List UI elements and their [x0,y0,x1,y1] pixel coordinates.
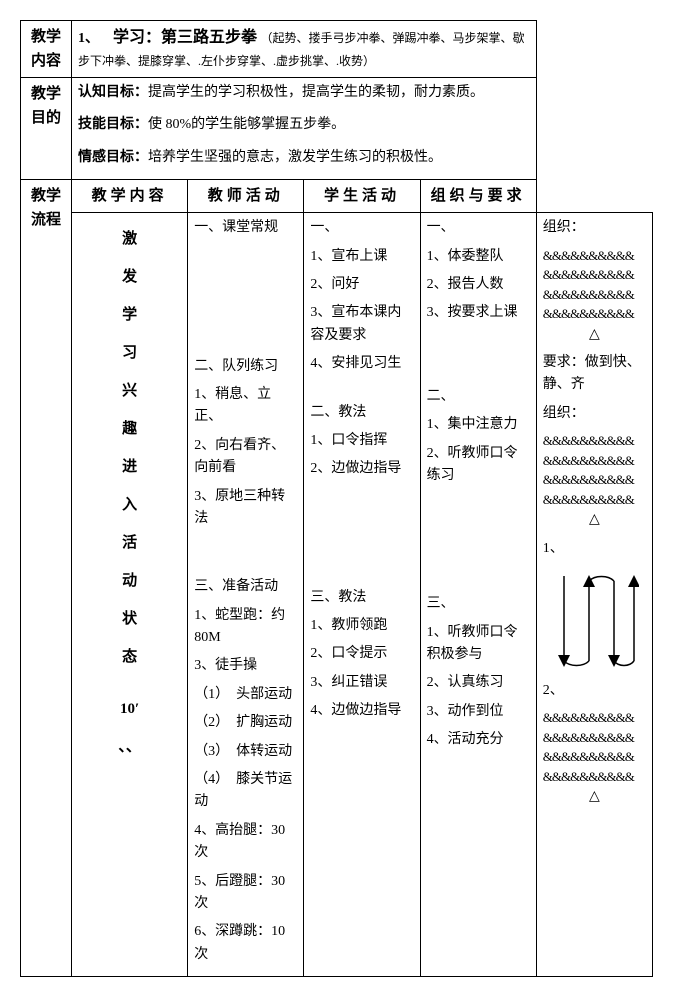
t-s3-title: 三、教法 [310,587,413,609]
s-s1-2: 2、报告人数 [427,274,530,296]
c-s3-title: 三、准备活动 [194,576,297,598]
t-s3-1: 1、教师领跑 [310,615,413,637]
c-s3-b: （2） 扩胸运动 [194,712,297,734]
c-s3-d: （4） 膝关节运动 [194,769,297,814]
s-s3-1: 1、听教师口令积极参与 [427,622,530,667]
org-req: 要求：做到快、静、齐 [543,352,646,397]
c-s3-5: 5、后蹬腿：30 次 [194,871,297,916]
phase1-side-char: 动 [122,569,137,593]
phase1-side-char: 发 [122,265,137,289]
t-s1-2: 2、问好 [310,274,413,296]
phase1-side-char: 趣 [122,417,137,441]
skill-label: 技能目标： [78,117,148,132]
formation-1: &&&&&&&&&& &&&&&&&&&& &&&&&&&&&& &&&&&&&… [543,246,646,324]
phase1-side-char: 态 [122,645,137,669]
t-s3-3: 3、纠正错误 [310,672,413,694]
lesson-title: 学习：第三路五步拳 [113,29,257,46]
t-s2-title: 二、教法 [310,402,413,424]
lesson-no: 1、 [78,31,99,46]
org-label-2: 组织： [543,403,646,425]
col-org-header: 组织与要求 [420,180,536,213]
goals-cell: 认知目标：提高学生的学习积极性，提高学生的柔韧，耐力素质。 技能目标：使 80%… [72,78,537,180]
phase1-student: 一、 1、体委整队 2、报告人数 3、按要求上课 二、 1、集中注意力 2、听教… [420,213,536,977]
s-s3-2: 2、认真练习 [427,672,530,694]
s-s3-title: 三、 [427,593,530,615]
t-s1-1: 1、宣布上课 [310,246,413,268]
phase1-content: 一、课堂常规 二、队列练习 1、稍息、立正、 2、向右看齐、向前看 3、原地三种… [188,213,304,977]
org-label-1: 组织： [543,217,646,239]
phase1-side-char: 、、 [118,735,141,759]
t-s2-2: 2、边做边指导 [310,458,413,480]
c-s2-2: 2、向右看齐、向前看 [194,435,297,480]
s-s1-1: 1、体委整队 [427,246,530,268]
phase1-org: 组织： &&&&&&&&&& &&&&&&&&&& &&&&&&&&&& &&&… [536,213,652,977]
c-s3-3: 3、徒手操 [194,655,297,677]
t-s3-2: 2、口令提示 [310,643,413,665]
c-s3-1: 1、蛇型跑：约 80M [194,605,297,650]
col-content-header: 教学内容 [72,180,188,213]
header-content-label: 教学内容 [21,21,72,78]
phase1-side-char: 活 [122,531,137,555]
s-s2-1: 1、集中注意力 [427,414,530,436]
cognitive-label: 认知目标： [78,85,148,100]
emotion-text: 培养学生坚强的意志，激发学生练习的积极性。 [148,150,442,165]
c-s3-a: （1） 头部运动 [194,684,297,706]
s-s2-2: 2、听教师口令练习 [427,443,530,488]
lesson-plan-table: 教学内容 1、 学习：第三路五步拳 （起势、搂手弓步冲拳、弹踢冲拳、马步架掌、歇… [20,20,653,977]
s-s1-title: 一、 [427,217,530,239]
flow-label: 教学流程 [21,180,72,977]
col-teacher-header: 教师活动 [188,180,304,213]
cognitive-text: 提高学生的学习积极性，提高学生的柔韧，耐力素质。 [148,85,484,100]
c-s3-6: 6、深蹲跳：10 次 [194,921,297,966]
t-s1-4: 4、安排见习生 [310,353,413,375]
col-student-header: 学生活动 [304,180,420,213]
t-s1-3: 3、宣布本课内容及要求 [310,302,413,347]
phase1-side-char: 入 [122,493,137,517]
t-s1-title: 一、 [310,217,413,239]
c-s2-title: 二、队列练习 [194,356,297,378]
goals-label: 教学目的 [21,78,72,180]
c-s3-c: （3） 体转运动 [194,741,297,763]
phase1-side-char: 10′ [120,697,139,721]
lesson-title-cell: 1、 学习：第三路五步拳 （起势、搂手弓步冲拳、弹踢冲拳、马步架掌、歇步下冲拳、… [72,21,537,78]
c-s2-1: 1、稍息、立正、 [194,384,297,429]
s-s3-3: 3、动作到位 [427,701,530,723]
formation-3: &&&&&&&&&& &&&&&&&&&& &&&&&&&&&& &&&&&&&… [543,708,646,786]
phase1-side-char: 学 [122,303,137,327]
s-s2-title: 二、 [427,386,530,408]
c-s2-3: 3、原地三种转法 [194,486,297,531]
skill-text: 使 80%的学生能够掌握五步拳。 [148,117,345,132]
org-one: 1、 [543,538,646,560]
c-s1-title: 一、课堂常规 [194,217,297,239]
emotion-label: 情感目标： [78,150,148,165]
phase1-side-char: 进 [122,455,137,479]
formation-2: &&&&&&&&&& &&&&&&&&&& &&&&&&&&&& &&&&&&&… [543,431,646,509]
tri-1: △ [543,324,646,346]
phase1-teacher: 一、 1、宣布上课 2、问好 3、宣布本课内容及要求 4、安排见习生 二、教法 … [304,213,420,977]
phase1-side-char: 兴 [122,379,137,403]
t-s2-1: 1、口令指挥 [310,430,413,452]
s-s1-3: 3、按要求上课 [427,302,530,324]
t-s3-4: 4、边做边指导 [310,700,413,722]
phase1-side-char: 状 [122,607,137,631]
phase1-side: 激发学习兴趣进入活动状态 10′ 、、 [72,213,188,977]
org-two: 2、 [543,680,646,702]
phase1-side-char: 激 [122,227,137,251]
tri-3: △ [543,786,646,808]
s-s3-4: 4、活动充分 [427,729,530,751]
serpentine-diagram-icon [549,566,639,676]
c-s3-4: 4、高抬腿：30 次 [194,820,297,865]
tri-2: △ [543,509,646,531]
phase1-side-char: 习 [122,341,137,365]
